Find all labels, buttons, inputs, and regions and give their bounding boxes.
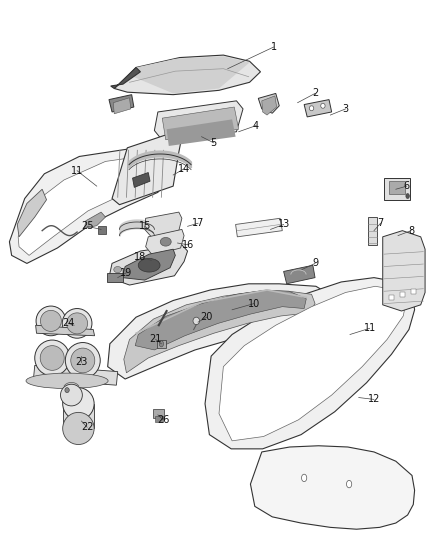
Text: 26: 26 [157, 415, 170, 425]
Ellipse shape [36, 306, 66, 336]
Ellipse shape [35, 340, 70, 376]
Polygon shape [114, 55, 261, 95]
Polygon shape [251, 446, 415, 529]
Text: 5: 5 [211, 138, 217, 148]
Ellipse shape [63, 387, 94, 420]
Ellipse shape [71, 348, 95, 373]
Ellipse shape [67, 313, 88, 334]
Polygon shape [304, 100, 332, 117]
Polygon shape [109, 245, 187, 285]
Polygon shape [17, 189, 46, 237]
Ellipse shape [193, 317, 200, 325]
Bar [153, 409, 164, 418]
Ellipse shape [40, 310, 61, 332]
Polygon shape [33, 366, 118, 385]
Polygon shape [10, 148, 173, 263]
Polygon shape [383, 231, 425, 311]
Bar [98, 227, 106, 234]
Polygon shape [63, 403, 94, 429]
Text: 3: 3 [343, 104, 349, 114]
Text: 25: 25 [81, 221, 93, 231]
Text: 4: 4 [253, 120, 259, 131]
Text: 6: 6 [404, 181, 410, 191]
Ellipse shape [346, 480, 352, 488]
Text: 13: 13 [278, 220, 290, 230]
Polygon shape [85, 212, 106, 228]
Bar [157, 340, 166, 348]
Text: 21: 21 [149, 334, 162, 344]
Bar [400, 292, 405, 297]
Polygon shape [132, 56, 250, 93]
Text: 15: 15 [138, 221, 151, 231]
Ellipse shape [65, 343, 100, 378]
Bar [155, 416, 162, 422]
Ellipse shape [63, 413, 94, 445]
Text: 10: 10 [248, 298, 260, 309]
Text: 22: 22 [81, 422, 93, 432]
Polygon shape [124, 291, 315, 373]
Text: 12: 12 [368, 394, 380, 405]
Ellipse shape [40, 345, 64, 370]
Polygon shape [146, 229, 184, 255]
Polygon shape [205, 278, 415, 449]
Bar [107, 273, 123, 282]
Polygon shape [162, 107, 239, 140]
Polygon shape [258, 93, 279, 113]
Polygon shape [166, 119, 236, 146]
Bar [389, 181, 406, 193]
Polygon shape [145, 212, 182, 237]
Polygon shape [154, 101, 243, 143]
Polygon shape [108, 284, 332, 379]
Ellipse shape [309, 106, 314, 111]
Ellipse shape [60, 384, 82, 406]
Polygon shape [109, 95, 134, 112]
Ellipse shape [62, 309, 92, 338]
Bar [411, 289, 416, 294]
Text: 20: 20 [201, 312, 213, 322]
Polygon shape [262, 96, 277, 115]
Polygon shape [236, 219, 283, 237]
Text: 16: 16 [182, 240, 194, 250]
Ellipse shape [26, 373, 108, 389]
Ellipse shape [406, 193, 410, 198]
Polygon shape [122, 249, 175, 280]
Polygon shape [35, 325, 95, 336]
Text: 24: 24 [62, 318, 74, 328]
Bar [389, 295, 394, 300]
Ellipse shape [138, 259, 160, 272]
Polygon shape [219, 286, 407, 441]
Text: 11: 11 [364, 324, 376, 333]
Ellipse shape [160, 237, 171, 246]
Text: 2: 2 [312, 88, 318, 99]
Ellipse shape [159, 341, 163, 347]
Polygon shape [113, 98, 131, 114]
Text: 17: 17 [192, 218, 204, 228]
Bar [385, 179, 410, 200]
Text: 7: 7 [378, 218, 384, 228]
Text: 19: 19 [120, 268, 133, 278]
Text: 8: 8 [408, 225, 414, 236]
Ellipse shape [301, 474, 307, 482]
Ellipse shape [65, 387, 69, 393]
Text: 1: 1 [271, 42, 277, 52]
Bar [368, 217, 378, 245]
Text: 11: 11 [71, 166, 83, 176]
Polygon shape [112, 132, 182, 205]
Text: 23: 23 [75, 357, 88, 367]
Polygon shape [18, 157, 155, 255]
Ellipse shape [114, 266, 122, 273]
Polygon shape [111, 68, 141, 88]
Text: 9: 9 [312, 259, 318, 269]
Polygon shape [135, 290, 306, 350]
Text: 18: 18 [134, 252, 147, 262]
Text: 14: 14 [178, 164, 190, 174]
Polygon shape [133, 173, 150, 188]
Ellipse shape [321, 103, 325, 108]
Polygon shape [284, 265, 315, 284]
